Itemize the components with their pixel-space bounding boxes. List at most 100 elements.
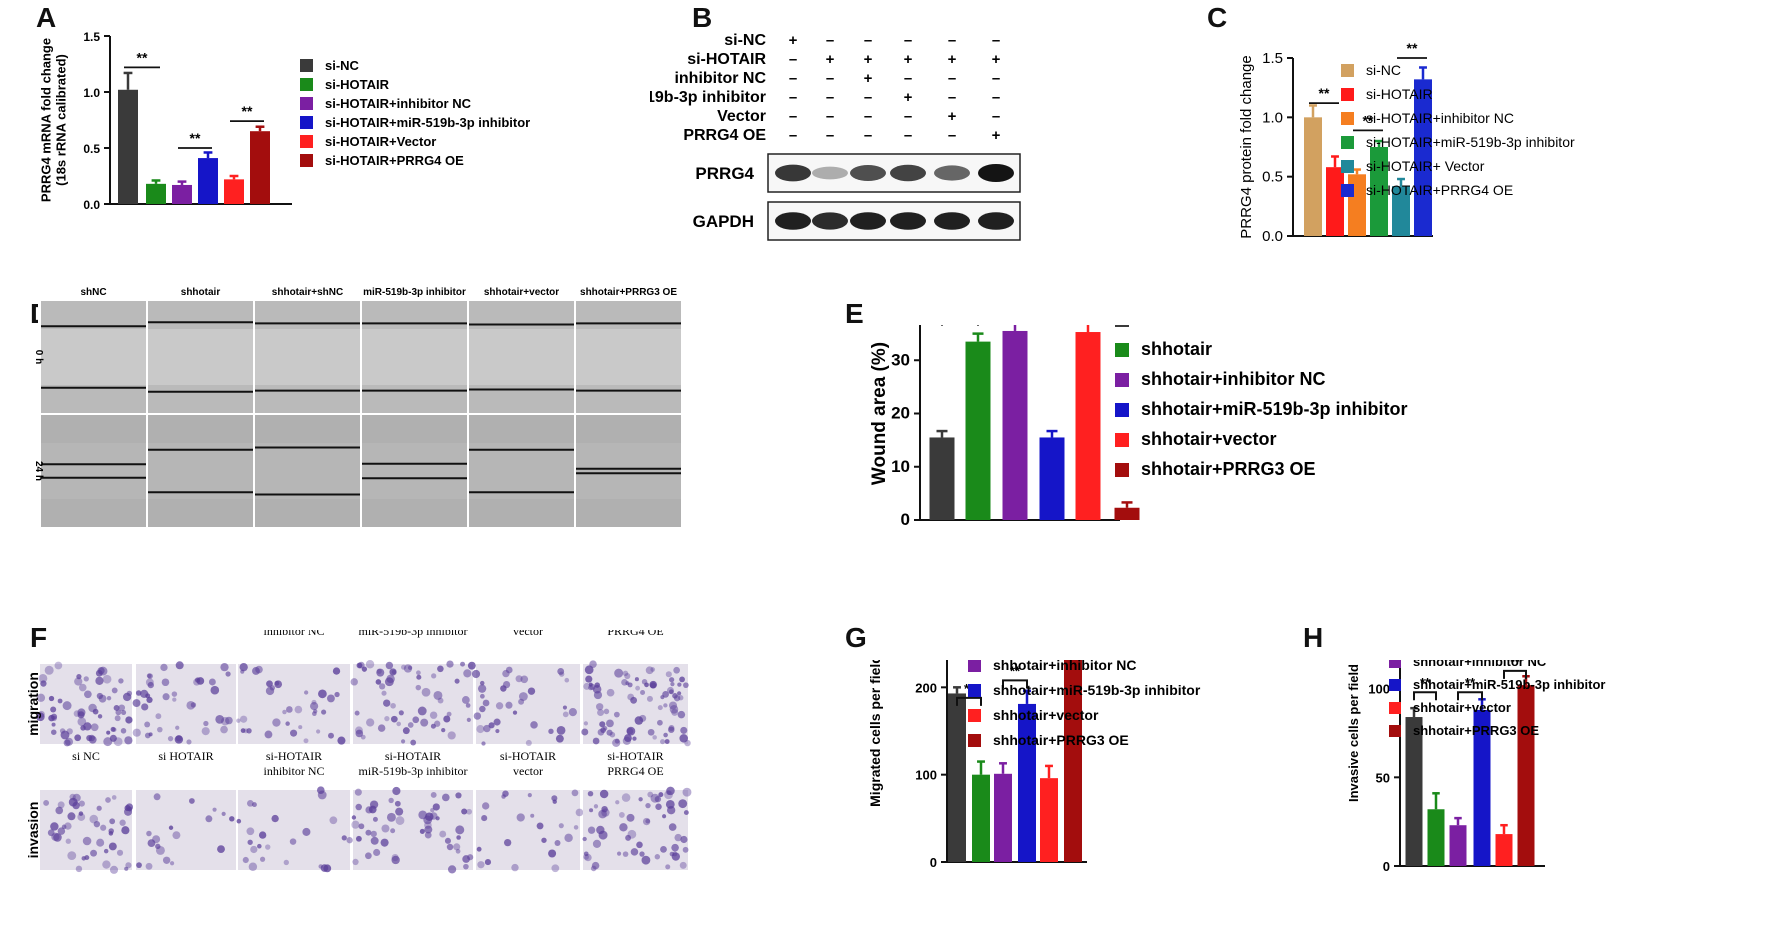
- stained-cell: [109, 818, 116, 825]
- significance-label: **: [1465, 675, 1476, 690]
- wound-image: [469, 301, 574, 413]
- stained-cell: [36, 712, 45, 722]
- stained-cell: [312, 711, 317, 717]
- stained-cell: [592, 737, 600, 745]
- wound-cell-layer: [148, 415, 253, 443]
- stained-cell: [341, 835, 347, 841]
- legend-label: si-HOTAIR+miR-519b-3p inhibitor: [1366, 134, 1575, 150]
- stained-cell: [259, 856, 266, 862]
- stained-cell: [395, 816, 405, 825]
- blot-sign: –: [826, 89, 834, 106]
- stained-cell: [518, 692, 528, 701]
- svg-text:(18s rRNA calibrated): (18s rRNA calibrated): [54, 54, 69, 186]
- blot-band: [775, 164, 811, 182]
- bar: [1040, 778, 1058, 862]
- stained-cell: [40, 680, 47, 687]
- stained-cell: [461, 696, 470, 704]
- stained-cell: [447, 731, 456, 740]
- stained-cell: [132, 728, 141, 737]
- stained-cell: [601, 808, 610, 817]
- bar: [1039, 437, 1065, 520]
- stained-cell: [352, 858, 359, 866]
- stained-cell: [495, 728, 500, 734]
- stained-cell: [380, 838, 389, 847]
- stained-cell: [527, 687, 536, 695]
- wound-cell-layer: [469, 499, 574, 527]
- stained-cell: [217, 845, 225, 854]
- stained-cell: [598, 830, 608, 840]
- stained-cell: [431, 673, 437, 679]
- stained-cell: [118, 678, 124, 684]
- stained-cell: [257, 843, 262, 849]
- chart-g-migration: 0100200300Migrated cells per field******…: [867, 660, 1201, 870]
- blot-sign: –: [992, 108, 1000, 125]
- stained-cell: [665, 864, 671, 870]
- stained-cell: [481, 741, 486, 746]
- legend-swatch: [1115, 343, 1129, 357]
- blot-sign: –: [789, 51, 797, 68]
- stained-cell: [72, 793, 81, 802]
- stained-cell: [669, 705, 679, 714]
- stained-cell: [303, 738, 309, 744]
- stained-cell: [407, 722, 414, 728]
- stained-cell: [670, 682, 675, 687]
- stained-cell: [583, 851, 589, 857]
- stained-cell: [402, 727, 410, 735]
- stained-cell: [390, 715, 398, 723]
- stained-cell: [225, 671, 231, 677]
- y-tick-label: 0: [930, 855, 937, 870]
- stained-cell: [585, 675, 593, 683]
- stained-cell: [80, 725, 86, 731]
- bar: [1064, 660, 1082, 862]
- stained-cell: [229, 816, 235, 822]
- stained-cell: [618, 812, 625, 818]
- legend-swatch: [300, 97, 313, 110]
- legend-label: si-NC: [1366, 62, 1401, 78]
- stained-cell: [161, 678, 170, 687]
- wound-column-label: shNC: [80, 287, 106, 298]
- blot-band: [890, 212, 926, 230]
- stained-cell: [108, 842, 117, 851]
- stained-cell: [479, 693, 485, 699]
- stained-cell: [365, 852, 372, 860]
- stained-cell: [351, 815, 357, 820]
- stained-cell: [258, 831, 267, 839]
- wound-image: [576, 415, 681, 527]
- stained-cell: [627, 693, 635, 701]
- wound-cell-layer: [255, 415, 360, 443]
- bar: [948, 693, 966, 862]
- stained-cell: [111, 687, 118, 694]
- blot-band: [934, 165, 970, 181]
- stained-cell: [455, 792, 462, 799]
- stained-cell: [556, 725, 566, 735]
- stained-cell: [146, 696, 153, 704]
- stained-cell: [332, 667, 341, 675]
- stained-cell: [141, 703, 149, 711]
- stained-cell: [678, 799, 688, 809]
- stained-cell: [420, 718, 429, 727]
- stained-cell: [518, 698, 525, 705]
- wound-cell-layer: [469, 415, 574, 443]
- legend-swatch: [1341, 136, 1354, 149]
- bar: [1370, 147, 1388, 236]
- bar: [1348, 174, 1366, 236]
- stained-cell: [108, 831, 114, 836]
- stained-cell: [636, 841, 643, 849]
- stained-cell: [376, 668, 385, 677]
- bar: [250, 131, 270, 204]
- stained-cell: [483, 724, 491, 733]
- bar: [1414, 79, 1432, 236]
- stained-cell: [453, 843, 461, 851]
- bar: [146, 183, 166, 204]
- legend-swatch: [968, 734, 981, 747]
- wound-cell-layer: [576, 499, 681, 527]
- stained-cell: [215, 715, 225, 724]
- stained-cell: [188, 798, 195, 804]
- wound-image: [255, 301, 360, 413]
- stained-cell: [430, 807, 435, 813]
- stained-cell: [160, 663, 168, 672]
- stained-cell: [634, 677, 639, 682]
- stained-cell: [599, 789, 609, 799]
- chart-h-invasion: 050100150Invasive cells per field******s…: [1346, 660, 1606, 874]
- stained-cell: [146, 673, 152, 679]
